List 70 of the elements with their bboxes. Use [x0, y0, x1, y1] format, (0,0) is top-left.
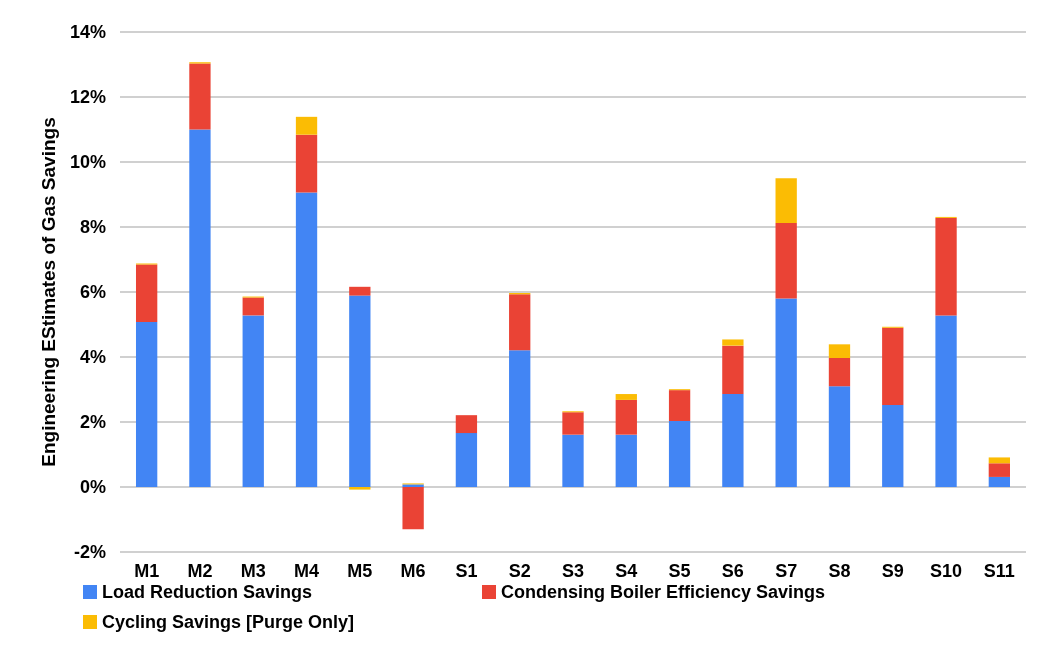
bar [775, 223, 797, 299]
bar [828, 386, 851, 487]
legend-label: Condensing Boiler Efficiency Savings [501, 582, 826, 602]
bar [668, 390, 691, 422]
bar [562, 412, 584, 435]
bar [775, 298, 797, 487]
bar [615, 434, 637, 487]
bar [135, 264, 158, 322]
bar [509, 294, 531, 351]
bar [828, 357, 851, 387]
bar [722, 394, 744, 487]
y-tick-label: 6% [79, 282, 106, 302]
x-tick-label: S6 [721, 561, 744, 581]
x-tick-label: S7 [775, 561, 798, 581]
legend-label: Cycling Savings [Purge Only] [102, 612, 355, 632]
x-tick-label: S11 [983, 561, 1015, 581]
bar [828, 344, 851, 358]
bar [509, 350, 531, 487]
bar [615, 394, 637, 400]
bar [349, 286, 371, 296]
x-tick-label: S1 [455, 561, 478, 581]
x-tick-label: M4 [294, 561, 320, 581]
y-tick-label: 10% [69, 152, 106, 172]
bar [189, 129, 211, 487]
y-tick-label: 14% [69, 22, 106, 42]
bar [935, 315, 957, 487]
bar [615, 399, 637, 435]
bar [189, 63, 211, 130]
bar [295, 134, 318, 193]
x-tick-label: M1 [134, 561, 160, 581]
x-tick-label: S5 [668, 561, 691, 581]
y-tick-label: 4% [79, 347, 106, 367]
y-tick-label: 8% [79, 217, 106, 237]
bar [455, 433, 478, 487]
bar [988, 476, 1011, 487]
bar [135, 321, 158, 487]
y-tick-label: 2% [79, 412, 106, 432]
bar [455, 415, 478, 434]
x-tick-label: S10 [930, 561, 963, 581]
bar [722, 345, 744, 395]
bar [775, 178, 797, 224]
y-tick-label: -2% [73, 542, 106, 562]
bar [988, 463, 1011, 477]
x-tick-label: S3 [561, 561, 585, 581]
x-tick-label: M6 [400, 561, 426, 581]
x-tick-label: S4 [615, 561, 638, 581]
bar [242, 297, 264, 316]
bar [242, 315, 264, 487]
bar [668, 421, 691, 487]
y-tick-label: 0% [79, 477, 106, 497]
x-tick-label: M5 [347, 561, 373, 581]
x-tick-label: M2 [187, 561, 213, 581]
bar [882, 327, 904, 406]
bar [935, 217, 957, 316]
bar [402, 487, 424, 530]
bar [562, 434, 584, 487]
x-tick-label: M3 [240, 561, 266, 581]
bar [295, 116, 318, 135]
y-tick-label: 12% [69, 87, 106, 107]
x-tick-label: S2 [508, 561, 531, 581]
bar [882, 405, 904, 487]
bar [349, 487, 371, 490]
bar [295, 192, 318, 487]
x-tick-label: S8 [828, 561, 851, 581]
bar [988, 457, 1011, 464]
legend-label: Load Reduction Savings [102, 582, 313, 602]
x-tick-label: S9 [881, 561, 904, 581]
y-axis-title: Engineering EStimates of Gas Savings [38, 117, 59, 467]
bar [349, 295, 371, 487]
bar [722, 339, 744, 346]
